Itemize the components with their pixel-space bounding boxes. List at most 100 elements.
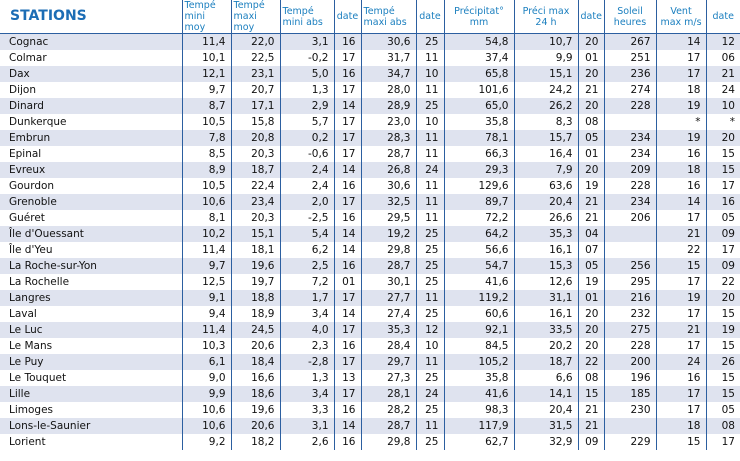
cell-tempe-mini-abs: 3,4 <box>279 306 334 322</box>
cell-tempe-maxi-abs: 28,3 <box>360 130 416 146</box>
cell-date-preci: 15 <box>577 386 604 402</box>
cell-tempe-mini-moy: 11,4 <box>181 33 231 50</box>
table-row: Dunkerque 10,5 15,8 5,7 17 23,0 10 35,8 8,3 08 * * <box>0 114 740 130</box>
cell-date-preci: 05 <box>577 258 604 274</box>
cell-date-mini: 14 <box>333 418 361 434</box>
cell-tempe-maxi-abs: 28,4 <box>360 338 416 354</box>
cell-precipitation: 78,1 <box>443 130 514 146</box>
cell-date-maxi: 25 <box>415 306 444 322</box>
cell-date-preci: 01 <box>577 50 604 66</box>
cell-tempe-mini-abs: 3,3 <box>279 402 334 418</box>
cell-tempe-mini-moy: 9,0 <box>181 370 231 386</box>
cell-vent-max: 17 <box>655 274 706 290</box>
cell-station: Dunkerque <box>9 116 67 128</box>
table-row: Lorient 9,2 18,2 2,6 16 29,8 25 62,7 32,9 09 229 15… <box>0 434 740 450</box>
cell-precipitation: 54,7 <box>443 258 514 274</box>
cell-date-mini: 17 <box>333 146 361 162</box>
cell-vent-max: 21 <box>655 322 706 338</box>
cell-preci-max-24h: 63,6 <box>513 178 578 194</box>
cell-soleil-heures: 232 <box>603 306 656 322</box>
cell-date-mini: 16 <box>333 338 361 354</box>
table-row: Gourdon 10,5 22,4 2,4 16 30,6 11 129,6 63,6 19 228… <box>0 178 740 194</box>
cell-date-maxi: 11 <box>415 130 444 146</box>
table-row: Le Touquet 9,0 16,6 1,3 13 27,3 25 35,8 6,6 08 196… <box>0 370 740 386</box>
cell-date-maxi: 25 <box>415 98 444 114</box>
cell-date-mini: 16 <box>333 434 361 450</box>
cell-soleil-heures: 200 <box>603 354 656 370</box>
cell-preci-max-24h: 33,5 <box>513 322 578 338</box>
cell-tempe-mini-moy: 9,7 <box>181 82 231 98</box>
cell-preci-max-24h: 15,7 <box>513 130 578 146</box>
cell-station: Grenoble <box>9 196 57 208</box>
cell-precipitation: 41,6 <box>443 386 514 402</box>
table-row: Le Luc 11,4 24,5 4,0 17 35,3 12 92,1 33,5 20 275 21… <box>0 322 740 338</box>
cell-date-preci: 07 <box>577 242 604 258</box>
cell-soleil-heures: 230 <box>603 402 656 418</box>
cell-tempe-maxi-abs: 28,7 <box>360 146 416 162</box>
cell-tempe-maxi-abs: 32,5 <box>360 194 416 210</box>
cell-tempe-maxi-moy: 18,7 <box>230 162 280 178</box>
cell-date-maxi: 11 <box>415 178 444 194</box>
cell-tempe-maxi-moy: 16,6 <box>230 370 280 386</box>
cell-tempe-maxi-moy: 20,3 <box>230 210 280 226</box>
cell-date-preci: 21 <box>577 402 604 418</box>
cell-date-preci: 08 <box>577 370 604 386</box>
cell-tempe-maxi-moy: 18,2 <box>230 434 280 450</box>
cell-preci-max-24h: 16,4 <box>513 146 578 162</box>
cell-precipitation: 119,2 <box>443 290 514 306</box>
cell-tempe-mini-abs: 1,3 <box>279 370 334 386</box>
cell-vent-max: 19 <box>655 290 706 306</box>
cell-preci-max-24h: 20,4 <box>513 402 578 418</box>
cell-tempe-mini-abs: 3,4 <box>279 386 334 402</box>
cell-tempe-maxi-abs: 29,8 <box>360 434 416 450</box>
cell-date-vent: 26 <box>705 354 740 370</box>
cell-date-vent: 22 <box>705 274 740 290</box>
cell-precipitation: 62,7 <box>443 434 514 450</box>
cell-soleil-heures: 251 <box>603 50 656 66</box>
cell-tempe-mini-moy: 11,4 <box>181 322 231 338</box>
cell-vent-max: 14 <box>655 33 706 50</box>
table-row: Cognac 11,4 22,0 3,1 16 30,6 25 54,8 10,7 20 267 14… <box>0 33 740 50</box>
cell-tempe-mini-moy: 10,6 <box>181 418 231 434</box>
header-stations: STATIONS <box>0 0 182 34</box>
cell-tempe-maxi-abs: 28,1 <box>360 386 416 402</box>
cell-date-vent: 17 <box>705 178 740 194</box>
cell-date-preci: 20 <box>577 33 604 50</box>
cell-precipitation: 35,8 <box>443 370 514 386</box>
cell-date-preci: 21 <box>577 82 604 98</box>
header-tempe-maxi-moy: Tempé maxi moy <box>230 0 280 34</box>
cell-tempe-maxi-moy: 19,6 <box>230 258 280 274</box>
cell-date-vent: 15 <box>705 162 740 178</box>
cell-date-maxi: 11 <box>415 290 444 306</box>
cell-tempe-mini-moy: 9,7 <box>181 258 231 274</box>
cell-preci-max-24h: 18,7 <box>513 354 578 370</box>
table-body: Cognac 11,4 22,0 3,1 16 30,6 25 54,8 10,7 20 267 14… <box>0 33 740 450</box>
table-row: La Roche-sur-Yon 9,7 19,6 2,5 16 28,7 25 54,7 15… <box>0 258 740 274</box>
cell-tempe-maxi-abs: 35,3 <box>360 322 416 338</box>
cell-tempe-maxi-moy: 18,1 <box>230 242 280 258</box>
cell-soleil-heures <box>603 418 656 434</box>
cell-tempe-maxi-moy: 22,0 <box>230 33 280 50</box>
cell-tempe-mini-abs: 2,4 <box>279 162 334 178</box>
cell-preci-max-24h: 7,9 <box>513 162 578 178</box>
cell-date-preci: 21 <box>577 194 604 210</box>
cell-tempe-mini-abs: 4,0 <box>279 322 334 338</box>
cell-date-mini: 13 <box>333 370 361 386</box>
cell-precipitation: 65,0 <box>443 98 514 114</box>
cell-date-vent: 17 <box>705 242 740 258</box>
cell-date-mini: 17 <box>333 194 361 210</box>
header-date-vent: date <box>705 0 740 34</box>
cell-tempe-maxi-abs: 28,2 <box>360 402 416 418</box>
cell-tempe-maxi-moy: 24,5 <box>230 322 280 338</box>
cell-date-mini: 17 <box>333 386 361 402</box>
cell-date-mini: 14 <box>333 306 361 322</box>
cell-tempe-maxi-moy: 22,4 <box>230 178 280 194</box>
cell-tempe-mini-abs: 3,1 <box>279 33 334 50</box>
cell-date-vent: 05 <box>705 210 740 226</box>
cell-soleil-heures <box>603 114 656 130</box>
cell-date-vent: 15 <box>705 146 740 162</box>
cell-date-mini: 16 <box>333 178 361 194</box>
cell-preci-max-24h: 31,1 <box>513 290 578 306</box>
cell-soleil-heures: 295 <box>603 274 656 290</box>
cell-vent-max: 18 <box>655 162 706 178</box>
